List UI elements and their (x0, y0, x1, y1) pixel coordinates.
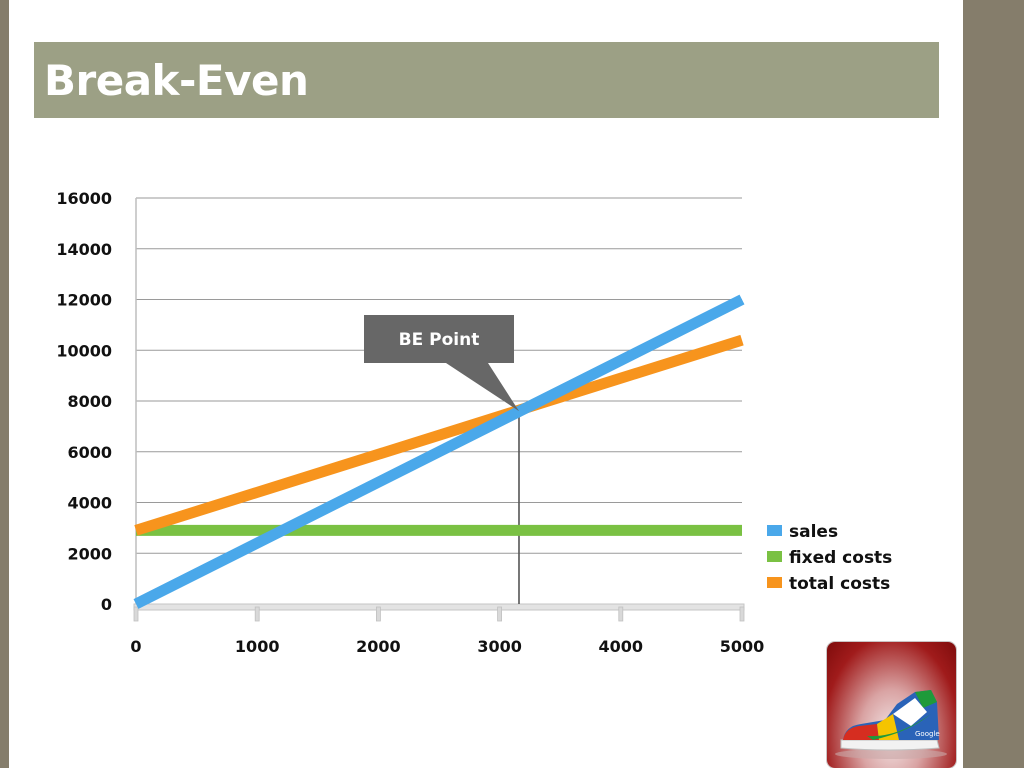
x-tick-label: 5000 (720, 637, 765, 656)
be-point-label: BE Point (399, 330, 480, 350)
x-tick-mark (375, 606, 381, 622)
y-tick-label: 8000 (67, 392, 112, 411)
sneaker-label: Google (915, 730, 940, 738)
legend-label-sales: sales (789, 522, 838, 542)
y-tick-label: 0 (101, 595, 112, 614)
x-tick-mark (133, 606, 139, 622)
legend-label-fixed-costs: fixed costs (789, 548, 892, 568)
legend-swatch-total-costs (767, 577, 782, 588)
x-tick-mark (739, 606, 745, 622)
x-tick-label: 3000 (477, 637, 522, 656)
y-tick-label: 16000 (56, 189, 112, 208)
total-costs-line (134, 334, 744, 536)
sneaker-icon: Google (835, 690, 947, 759)
y-tick-label: 2000 (67, 544, 112, 563)
y-tick-label: 6000 (67, 443, 112, 462)
title-bar: Break-Even (34, 42, 939, 118)
y-tick-label: 14000 (56, 240, 112, 259)
y-tick-label: 12000 (56, 291, 112, 310)
x-tick-mark (254, 606, 260, 622)
x-tick-label: 0 (130, 637, 141, 656)
x-tick-label: 4000 (599, 637, 644, 656)
page-title: Break-Even (44, 55, 309, 105)
sales-line (133, 294, 745, 609)
x-tick-label: 1000 (235, 637, 280, 656)
x-tick-mark (618, 606, 624, 622)
legend-swatch-fixed-costs (767, 551, 782, 562)
y-tick-label: 4000 (67, 494, 112, 513)
x-tick-label: 2000 (356, 637, 401, 656)
legend-label-total-costs: total costs (789, 574, 890, 594)
be-point-callout (364, 315, 519, 412)
sneaker-thumbnail: Google (827, 642, 956, 768)
x-tick-mark (497, 606, 503, 622)
y-tick-label: 10000 (56, 341, 112, 360)
legend-swatch-sales (767, 525, 782, 536)
x-axis-line (133, 603, 745, 611)
